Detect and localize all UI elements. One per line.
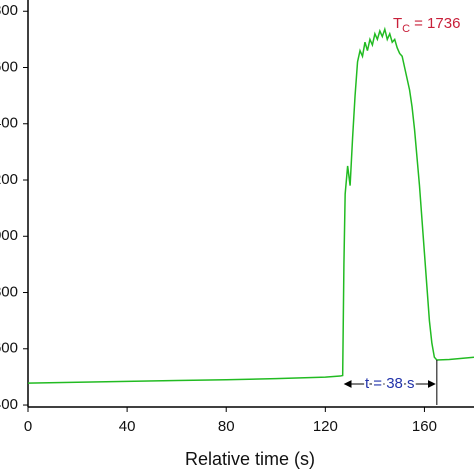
annotation-part: C [402,23,410,35]
y-tick-label: 800 [0,283,18,300]
x-tick-label: 80 [218,418,235,435]
peak-annotation: TC = 1736 [393,15,460,35]
y-tick-label: 1800 [0,2,18,19]
x-tick-label: 160 [412,418,437,435]
annotation-part: T [393,15,402,32]
y-tick-label: 1600 [0,58,18,75]
y-tick-label: 1200 [0,171,18,188]
x-axis-label: Relative time (s) [185,449,315,469]
y-tick-label: 1000 [0,227,18,244]
y-tick-label: 1400 [0,115,18,132]
x-tick-label: 40 [119,418,136,435]
x-tick-label: 120 [313,418,338,435]
y-tick-label: 600 [0,340,18,357]
interval-label: t = 38 s [365,375,415,392]
y-tick-label: 400 [0,396,18,413]
data-line [27,26,474,384]
annotation-part: = 1736 [414,15,460,32]
x-tick-label: 0 [24,418,32,435]
